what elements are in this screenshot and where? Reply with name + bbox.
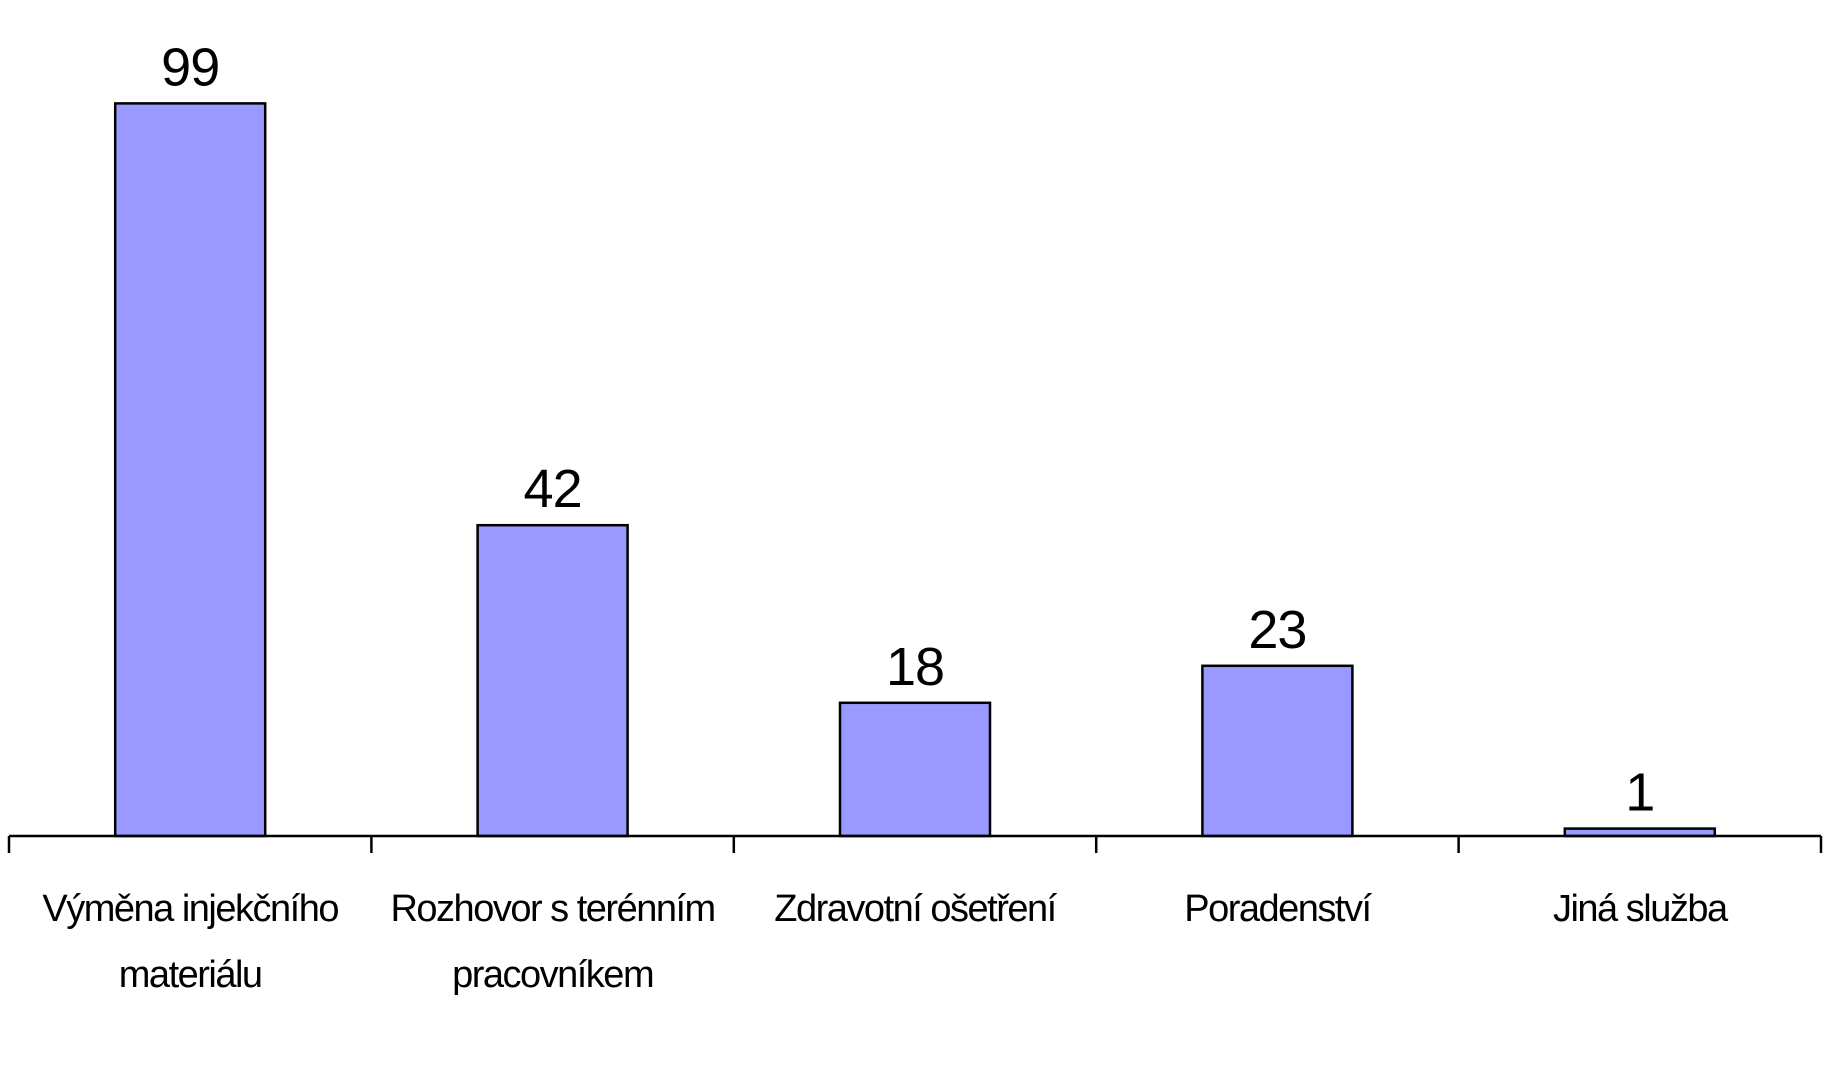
- x-tick-label: Zdravotní ošetření: [774, 888, 1057, 930]
- value-label: 23: [1248, 600, 1306, 660]
- bar: [113, 102, 267, 838]
- x-tick-label: Jiná služba: [1552, 888, 1728, 930]
- bar: [1201, 664, 1354, 838]
- x-tick-label: Výměna injekčního materiálu: [42, 888, 339, 996]
- bar: [838, 701, 992, 838]
- value-label: 18: [886, 637, 944, 697]
- value-label: 42: [524, 459, 582, 519]
- value-label: 99: [161, 37, 219, 97]
- x-tick-label: Poradenství: [1184, 888, 1372, 930]
- value-label: 1: [1625, 763, 1654, 823]
- bar: [476, 523, 629, 838]
- x-tick-label: Rozhovor s terénním pracovníkem: [390, 888, 716, 996]
